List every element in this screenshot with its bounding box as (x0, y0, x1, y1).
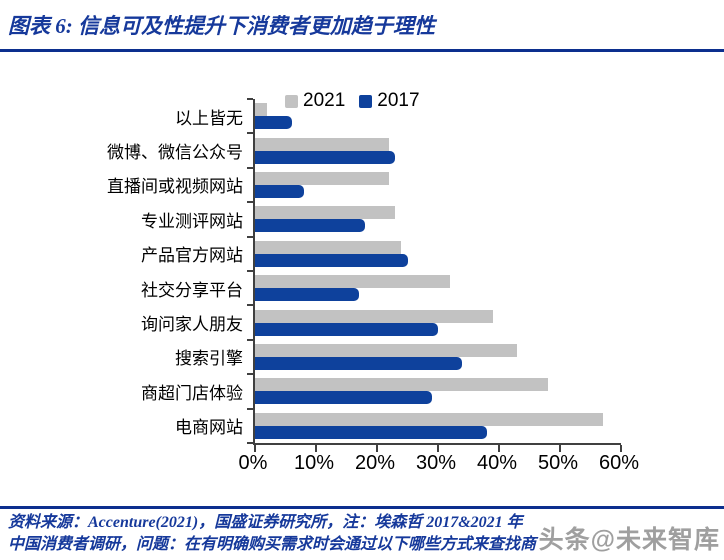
category-label: 社交分享平台 (141, 280, 243, 300)
bar-2017 (255, 391, 432, 405)
chart-legend: 2021 2017 (285, 90, 434, 112)
plot-area (247, 98, 622, 452)
y-axis-tick (247, 166, 253, 169)
x-axis-tick-label: 0% (238, 452, 268, 474)
source-line-2: 中国消费者调研，问题：在有明确购买需求时会通过以下哪些方式来查找商 (8, 536, 537, 553)
legend-swatch-icon (285, 94, 298, 108)
x-axis-tick-label: 10% (293, 452, 335, 474)
y-axis-tick (247, 407, 253, 410)
category-label: 直播间或视频网站 (107, 177, 243, 197)
bar-group (255, 168, 621, 202)
x-axis-tick-label: 30% (415, 452, 457, 474)
y-axis-tick (247, 442, 253, 444)
bar-group (255, 340, 621, 374)
bar-2017 (255, 150, 396, 164)
category-label: 电商网站 (175, 418, 243, 438)
x-axis-tick-label: 20% (354, 452, 396, 474)
bar-group (255, 271, 621, 305)
category-label: 产品官方网站 (141, 246, 243, 266)
y-axis-tick (247, 201, 253, 204)
legend-label: 2021 (303, 90, 346, 111)
bar-group (255, 374, 621, 408)
x-axis-tick (437, 445, 439, 452)
bar-2017 (255, 116, 292, 130)
y-axis-tick (247, 270, 253, 272)
x-axis-tick (620, 445, 622, 452)
category-label: 商超门店体验 (141, 383, 243, 403)
bar-group (255, 305, 621, 339)
bar-2017 (255, 288, 359, 302)
legend-label: 2017 (377, 90, 420, 111)
y-axis-tick (247, 338, 253, 341)
bar-group (255, 409, 621, 443)
bar-2021 (255, 240, 402, 254)
bar-2017 (255, 253, 408, 267)
category-label: 搜索引擎 (175, 349, 243, 369)
x-axis-tick (375, 445, 378, 452)
x-axis-tick (254, 445, 256, 452)
bar-2021 (255, 171, 390, 185)
x-axis-tick-label: 40% (476, 452, 518, 474)
category-label: 询问家人朋友 (141, 315, 243, 335)
x-axis-tick-label: 50% (537, 452, 579, 474)
bar-2021 (255, 206, 396, 220)
bar-group (255, 99, 621, 133)
legend-item-2021: 2021 (285, 90, 345, 112)
x-axis-tick (497, 445, 500, 452)
figure-title: 图表 6: 信息可及性提升下消费者更加趋于理性 (8, 14, 435, 38)
source-line-1: 资料来源：Accenture(2021)，国盛证券研究所，注：埃森哲 2017&… (8, 514, 523, 531)
legend-swatch-icon (359, 94, 373, 108)
bar-group (255, 133, 621, 167)
bar-2021 (255, 378, 548, 392)
bar-2017 (255, 322, 438, 336)
category-label: 专业测评网站 (141, 211, 243, 231)
bar-group (255, 237, 621, 271)
y-axis-tick (247, 373, 253, 376)
watermark-text: 头条@未来智库 (538, 526, 720, 554)
bar-2021 (255, 275, 451, 289)
x-axis-tick (314, 445, 317, 452)
top-divider (0, 49, 724, 52)
bar-2021 (255, 137, 390, 151)
x-axis-tick (559, 445, 561, 452)
bar-2017 (255, 425, 487, 439)
category-label: 微博、微信公众号 (107, 143, 243, 163)
bar-2017 (255, 356, 463, 370)
bar-2021 (255, 343, 518, 357)
legend-item-2017: 2017 (359, 90, 420, 112)
bar-2021 (255, 103, 268, 117)
source-note: 资料来源：Accenture(2021)，国盛证券研究所，注：埃森哲 2017&… (8, 512, 720, 556)
category-label: 以上皆无 (175, 108, 243, 128)
y-axis-tick (247, 235, 253, 238)
bar-2021 (255, 412, 603, 426)
y-axis-tick (247, 132, 253, 135)
bar-2017 (255, 184, 304, 198)
bar-group (255, 202, 621, 236)
y-axis-tick (247, 304, 253, 307)
y-axis-tick (247, 98, 253, 100)
x-axis-labels: 0% 10% 20% 30% 40% 50% 60% (239, 452, 639, 480)
bottom-divider (0, 506, 724, 509)
bar-2017 (255, 219, 365, 233)
bar-2021 (255, 309, 493, 323)
x-axis-tick-label: 60% (598, 452, 640, 474)
category-axis: 以上皆无微博、微信公众号 直播间或视频网站专业测评网站 产品官方网站 社交分享平台 询问… (0, 99, 243, 443)
